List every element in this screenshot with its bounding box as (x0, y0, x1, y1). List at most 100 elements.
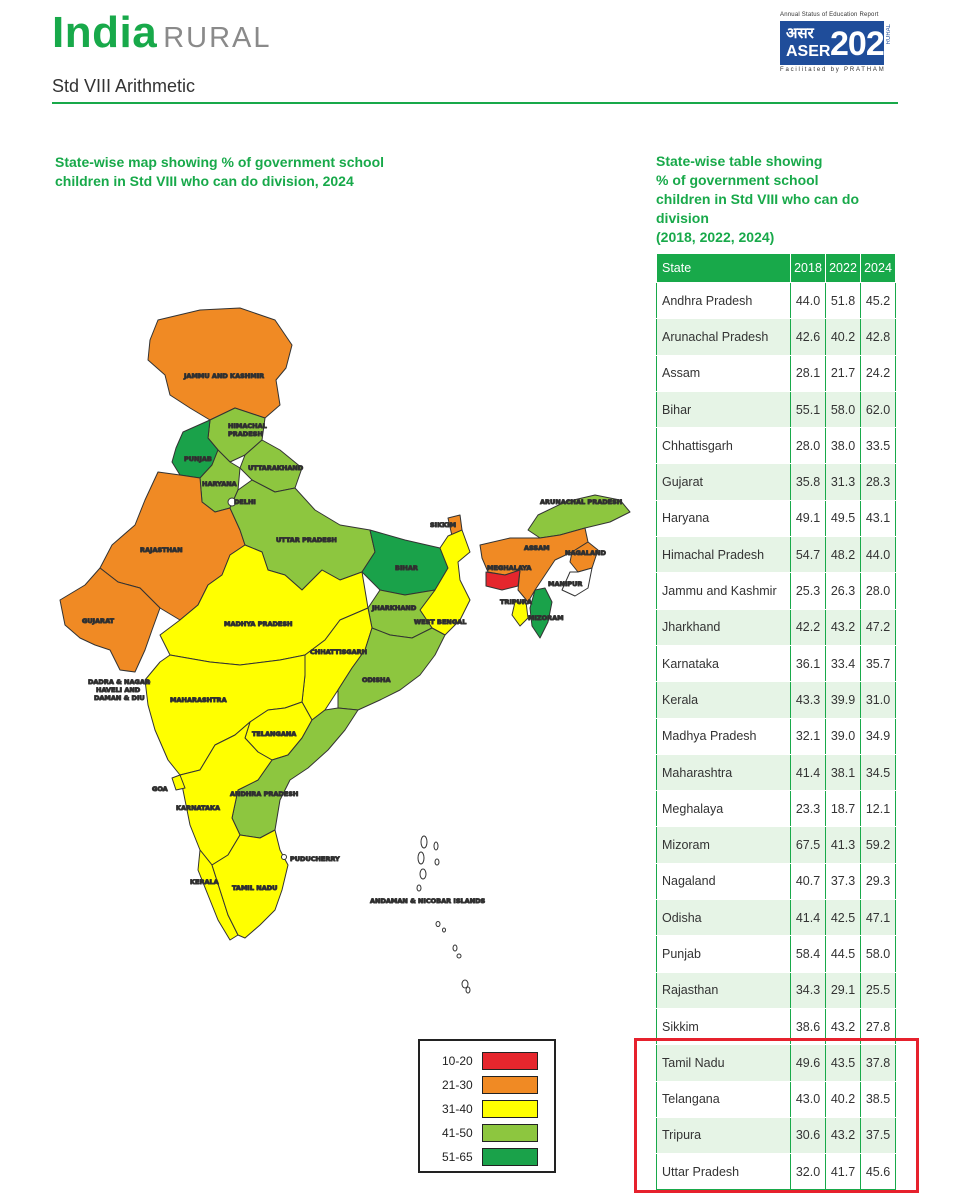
cell-value: 40.7 (790, 862, 826, 901)
cell-value: 51.8 (825, 281, 861, 320)
cell-value: 45.6 (860, 1153, 896, 1191)
cell-value: 44.0 (860, 536, 896, 574)
cell-value: 43.2 (825, 608, 861, 646)
cell-value: 18.7 (825, 790, 861, 828)
cell-value: 44.0 (790, 281, 826, 320)
legend-label: 51-65 (442, 1150, 473, 1164)
label-rj: RAJASTHAN (140, 546, 183, 554)
legend-label: 10-20 (442, 1054, 473, 1068)
cell-value: 58.0 (825, 390, 861, 429)
cell-value: 41.4 (790, 899, 826, 937)
logo-side-text: RURAL (886, 24, 892, 45)
cell-value: 37.8 (860, 1044, 896, 1082)
label-br: BIHAR (395, 564, 418, 572)
cell-value: 21.7 (825, 354, 861, 392)
cell-value: 43.1 (860, 499, 896, 538)
table-row: Nagaland 40.7 37.3 29.3 (656, 862, 896, 901)
title-country: India (52, 8, 158, 57)
table-row: Rajasthan 34.3 29.1 25.5 (656, 971, 896, 1009)
cell-state: Andhra Pradesh (656, 281, 791, 320)
cell-value: 12.1 (860, 790, 896, 828)
label-wb: WEST BENGAL (414, 618, 466, 626)
cell-state: Chhattisgarh (656, 427, 791, 465)
table-row: Uttar Pradesh 32.0 41.7 45.6 (656, 1153, 896, 1191)
cell-state: Bihar (656, 390, 791, 429)
legend-label: 21-30 (442, 1078, 473, 1092)
table-row: Jammu and Kashmir 25.3 26.3 28.0 (656, 572, 896, 610)
label-ap: ANDHRA PRADESH (230, 790, 298, 798)
label-nl: NAGALAND (565, 549, 606, 557)
cell-value: 31.3 (825, 463, 861, 501)
label-sk: SIKKIM (430, 521, 456, 529)
cell-value: 26.3 (825, 572, 861, 610)
table-row: Madhya Pradesh 32.1 39.0 34.9 (656, 717, 896, 755)
table-row: Chhattisgarh 28.0 38.0 33.5 (656, 427, 896, 465)
cell-value: 28.1 (790, 354, 826, 392)
label-kl: KERALA (190, 878, 219, 886)
legend-item: 10-20 (420, 1049, 554, 1073)
state-bihar (361, 529, 449, 596)
label-cg: CHHATTISGARH (310, 648, 367, 656)
cell-value: 42.6 (790, 318, 826, 356)
legend-swatch (482, 1124, 538, 1142)
table-row: Haryana 49.1 49.5 43.1 (656, 499, 896, 538)
cell-state: Haryana (656, 499, 791, 538)
table-row: Himachal Pradesh 54.7 48.2 44.0 (656, 536, 896, 574)
label-mp: MADHYA PRADESH (224, 620, 292, 628)
cell-value: 43.5 (825, 1044, 861, 1082)
cell-value: 55.1 (790, 390, 826, 429)
cell-value: 35.8 (790, 463, 826, 501)
table-row: Odisha 41.4 42.5 47.1 (656, 899, 896, 937)
table-header-row: State 2018 2022 2024 (656, 253, 896, 283)
table-caption-line: State-wise table showing (656, 153, 823, 169)
state-meghalaya (485, 569, 521, 591)
state-tamil-nadu (211, 829, 289, 939)
ut-delhi (227, 497, 237, 507)
label-py: PUDUCHERRY (290, 855, 340, 863)
table-caption-line: (2018, 2022, 2024) (656, 229, 775, 245)
label-as: ASSAM (524, 544, 550, 552)
cell-state: Rajasthan (656, 971, 791, 1009)
state-gujarat (59, 567, 161, 673)
label-or: ODISHA (362, 676, 391, 684)
state-tripura (511, 601, 529, 627)
cell-value: 28.0 (860, 572, 896, 610)
page-subtitle: Std VIII Arithmetic (52, 76, 196, 96)
state-karnataka (179, 721, 273, 866)
col-header-2024: 2024 (860, 253, 896, 283)
india-map: JAMMU AND KASHMIR HIMACHAL PRADESH PUNJA… (40, 290, 640, 1010)
legend-item: 21-30 (420, 1073, 554, 1097)
cell-value: 67.5 (790, 826, 826, 864)
cell-value: 62.0 (860, 390, 896, 429)
cell-state: Himachal Pradesh (656, 536, 791, 574)
table-caption: State-wise table showing % of government… (656, 152, 896, 247)
cell-state: Jharkhand (656, 608, 791, 646)
legend-swatch (482, 1052, 538, 1070)
cell-state: Telangana (656, 1080, 791, 1118)
col-header-state: State (656, 253, 791, 283)
cell-state: Meghalaya (656, 790, 791, 828)
cell-state: Arunachal Pradesh (656, 318, 791, 356)
cell-state: Assam (656, 354, 791, 392)
label-jk: JAMMU AND KASHMIR (183, 372, 264, 380)
logo-box: असर ASER 2024 (780, 21, 903, 65)
legend-swatch (482, 1076, 538, 1094)
map-legend: 10-20 21-30 31-40 41-50 51-65 (418, 1039, 556, 1173)
cell-value: 58.4 (790, 935, 826, 973)
label-uk: UTTARAKHAND (248, 464, 304, 472)
cell-value: 37.3 (825, 862, 861, 901)
cell-value: 31.0 (860, 681, 896, 719)
cell-value: 59.2 (860, 826, 896, 864)
cell-value: 42.8 (860, 318, 896, 356)
cell-state: Kerala (656, 681, 791, 719)
cell-value: 34.5 (860, 753, 896, 792)
logo-facilitated: Facilitated by PRATHAM (780, 67, 886, 73)
cell-state: Madhya Pradesh (656, 717, 791, 755)
table-row: Kerala 43.3 39.9 31.0 (656, 681, 896, 719)
logo-hindi: असर (786, 25, 814, 42)
cell-value: 39.9 (825, 681, 861, 719)
table-row: Gujarat 35.8 31.3 28.3 (656, 463, 896, 501)
logo-year: 2024 (830, 25, 903, 63)
cell-value: 28.3 (860, 463, 896, 501)
cell-value: 45.2 (860, 281, 896, 320)
